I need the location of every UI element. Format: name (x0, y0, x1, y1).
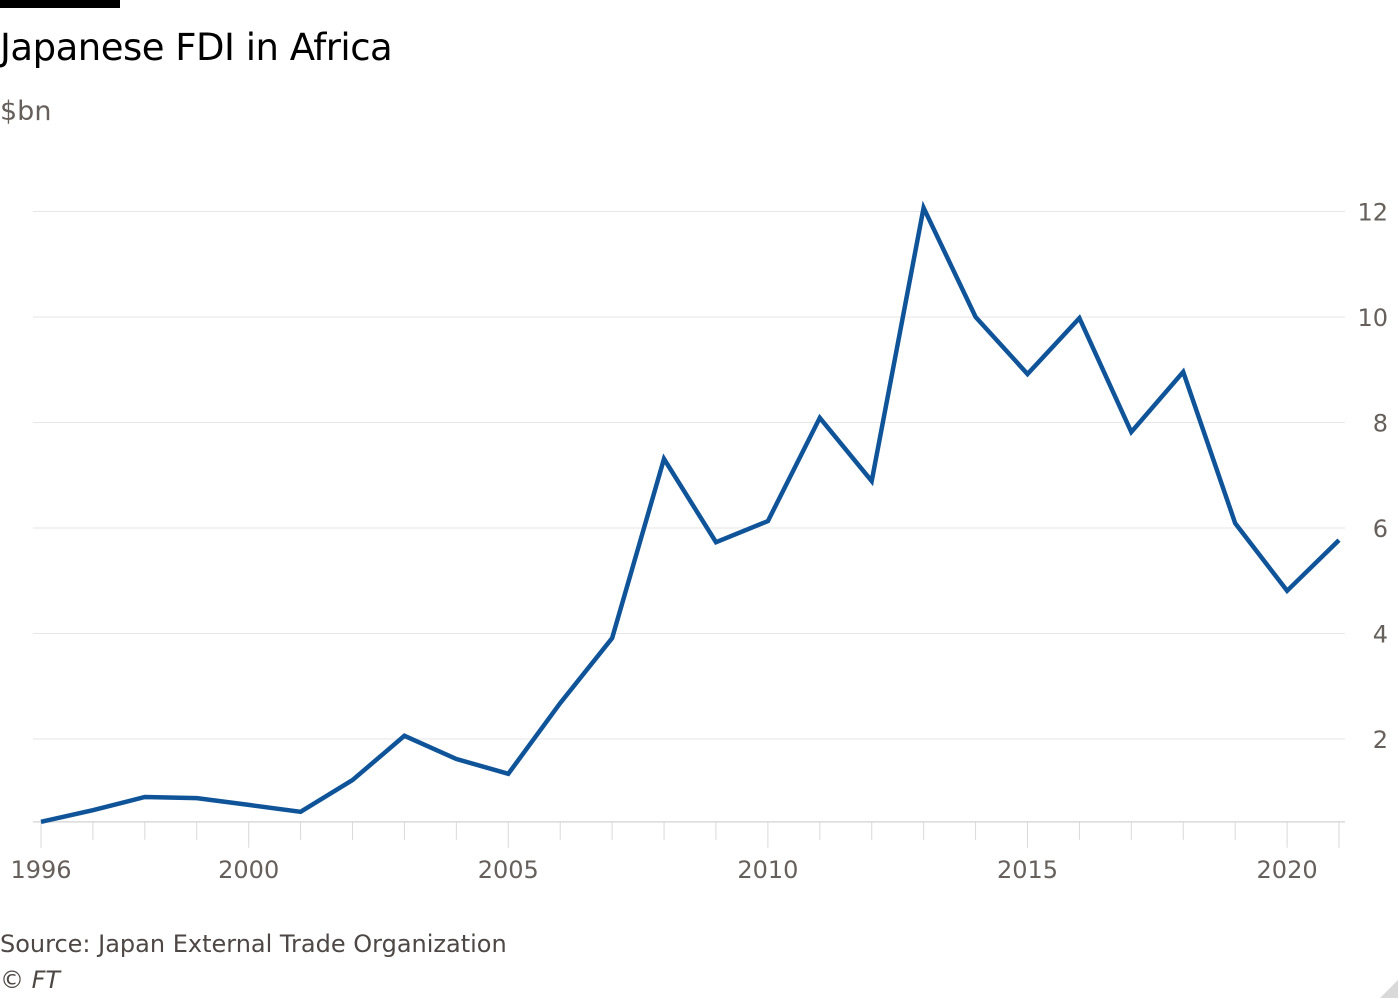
series-line (40, 200, 1341, 824)
chart-unit-label: $bn (0, 96, 52, 127)
series (40, 200, 1341, 824)
x-axis-labels: 1996 2000 2005 2010 2015 2020 (10, 856, 1317, 884)
y-tick-label: 12 (1357, 199, 1388, 227)
y-axis-labels: 2 4 6 8 10 12 (1357, 199, 1388, 755)
x-tick-label: 2005 (478, 856, 539, 884)
y-tick-label: 8 (1373, 410, 1388, 438)
x-tick-label: 1996 (10, 856, 71, 884)
x-tick-label: 2010 (737, 856, 798, 884)
corner-fold-icon (1380, 980, 1398, 998)
copyright-note: © FT (0, 966, 61, 994)
x-tick-label: 2020 (1257, 856, 1318, 884)
x-tick-label: 2015 (997, 856, 1058, 884)
y-tick-label: 6 (1373, 515, 1388, 543)
gridlines (33, 211, 1345, 740)
x-tick-label: 2000 (218, 856, 279, 884)
brand-bar (0, 0, 120, 8)
x-axis (33, 821, 1345, 848)
y-tick-label: 4 (1373, 621, 1388, 649)
y-tick-label: 10 (1357, 304, 1388, 332)
source-note: Source: Japan External Trade Organizatio… (0, 930, 507, 958)
chart-title: Japanese FDI in Africa (0, 26, 393, 69)
y-tick-label: 2 (1373, 726, 1388, 754)
